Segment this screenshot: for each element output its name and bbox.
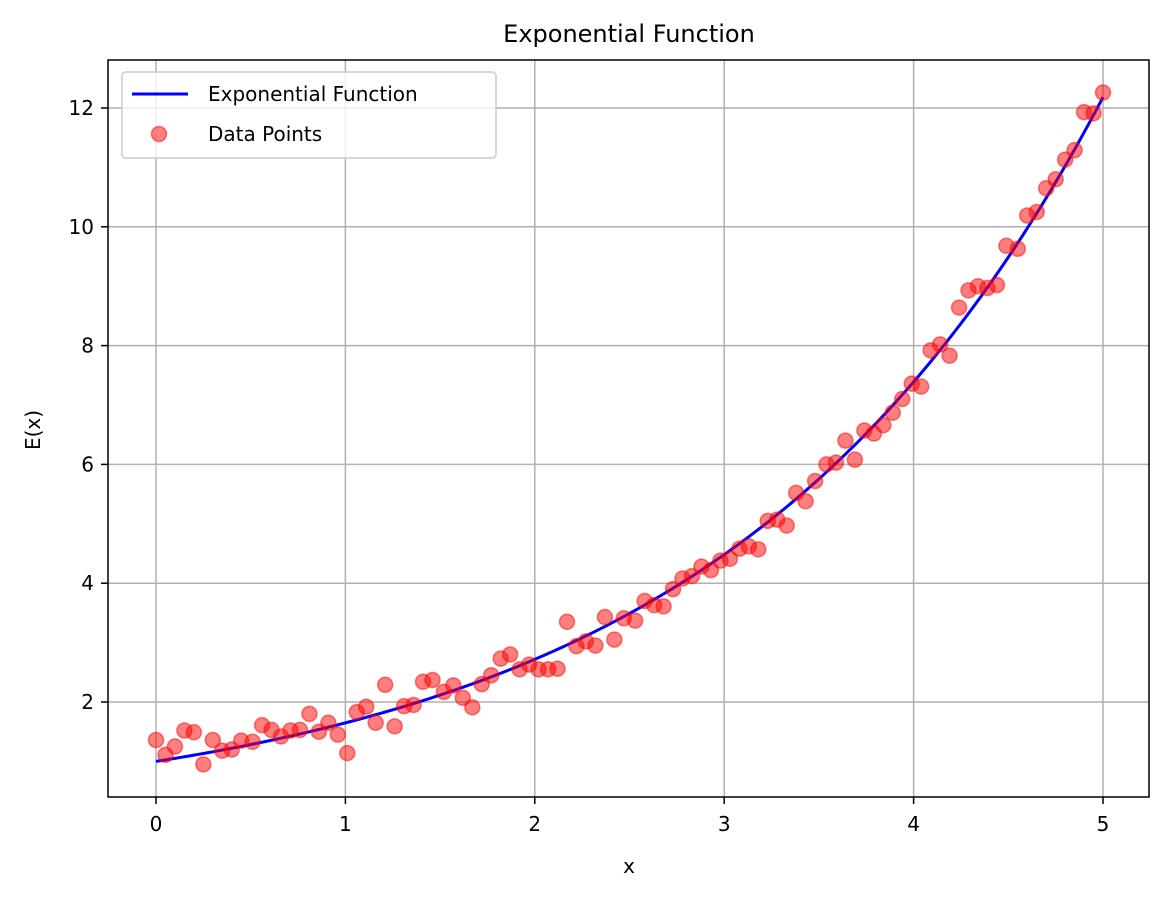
data-point: [827, 454, 845, 471]
data-point: [501, 646, 519, 663]
chart-title: Exponential Function: [503, 20, 755, 48]
data-point: [204, 731, 222, 749]
x-tick-label: 3: [718, 812, 731, 836]
data-point: [195, 756, 212, 773]
legend-marker-swatch: [150, 125, 168, 143]
y-tick-label: 6: [81, 452, 94, 476]
data-point: [988, 276, 1006, 294]
y-axis-title: E(x): [21, 410, 45, 450]
x-axis-title: x: [623, 854, 635, 878]
data-point: [1094, 84, 1112, 101]
x-tick-label: 1: [339, 812, 352, 836]
x-axis-ticks: 0 1 2 3 4 5: [150, 797, 1110, 836]
data-point: [837, 432, 854, 449]
data-point: [291, 721, 309, 739]
data-point: [778, 517, 795, 534]
data-point: [912, 378, 930, 395]
data-point: [386, 718, 403, 735]
plot-frame: [107, 59, 1150, 798]
data-point: [750, 541, 767, 558]
data-point: [367, 714, 384, 732]
data-point: [1066, 141, 1083, 159]
data-point: [339, 744, 356, 762]
data-point: [1085, 105, 1102, 122]
data-point: [931, 336, 949, 353]
data-point: [950, 299, 968, 316]
x-tick-label: 5: [1097, 812, 1110, 836]
grid: [108, 60, 1149, 797]
data-point: [166, 738, 184, 755]
legend-box: [121, 71, 497, 159]
data-point: [806, 472, 824, 490]
x-tick-label: 4: [907, 812, 920, 836]
data-point: [721, 550, 739, 568]
data-point: [846, 451, 864, 468]
data-point: [587, 637, 604, 654]
data-point: [893, 390, 911, 408]
data-point: [941, 347, 958, 364]
data-point: [376, 676, 394, 694]
data-point: [884, 404, 902, 421]
legend-label-line: Exponential Function: [208, 82, 418, 106]
x-tick-label: 0: [150, 812, 163, 836]
data-point: [357, 698, 375, 715]
legend: Exponential Function Data Points: [121, 71, 497, 159]
data-point: [655, 598, 672, 615]
data-point: [445, 677, 462, 694]
y-tick-label: 2: [81, 690, 94, 714]
y-tick-label: 10: [69, 215, 94, 239]
data-point: [320, 714, 337, 732]
data-point: [147, 731, 165, 749]
y-tick-label: 8: [81, 334, 94, 358]
y-axis-ticks: 2 4 6 8 10 12: [69, 96, 108, 714]
data-point: [405, 696, 422, 714]
data-point: [606, 631, 623, 648]
data-point: [1009, 240, 1027, 258]
data-point: [329, 726, 347, 743]
legend-label-points: Data Points: [208, 122, 322, 146]
data-point: [1047, 171, 1064, 188]
data-point: [185, 724, 203, 741]
data-point: [549, 660, 566, 677]
data-point: [558, 613, 576, 631]
data-point: [664, 580, 682, 598]
x-tick-label: 2: [528, 812, 541, 836]
data-point: [596, 608, 614, 626]
data-point: [424, 671, 441, 689]
data-point: [464, 699, 481, 716]
y-tick-label: 12: [69, 96, 94, 120]
scatter-points: [147, 84, 1112, 773]
data-point: [797, 492, 814, 510]
data-point: [875, 416, 892, 434]
data-point: [1028, 203, 1045, 221]
y-tick-label: 4: [81, 571, 94, 595]
data-point: [244, 733, 261, 751]
data-point: [626, 612, 644, 629]
data-point: [482, 667, 500, 684]
data-point: [301, 705, 318, 723]
